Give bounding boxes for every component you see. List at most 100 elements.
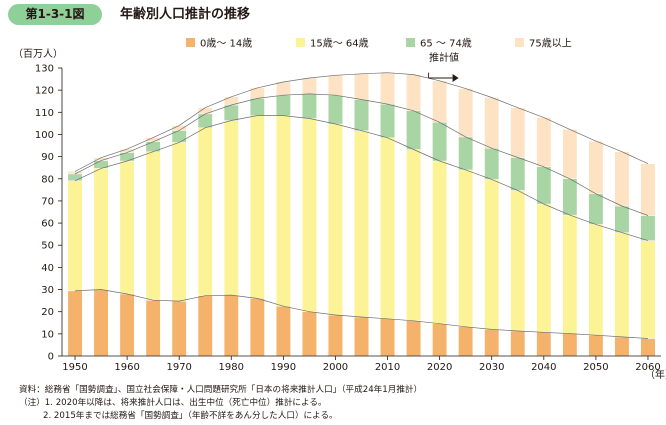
bar-segment [354,316,369,357]
bar-segment [328,123,343,316]
bar-segment [640,163,656,216]
series-boundary-line [74,289,649,339]
series-boundary-line [74,93,649,216]
bar-segment [171,142,187,302]
legend-swatch [296,38,305,47]
bar-segment [458,136,474,171]
bar-segment [640,338,656,357]
bar-segment [432,122,447,162]
bar-segment [302,118,317,312]
bar-segment [510,330,526,357]
y-tick-label: 20 [41,307,54,318]
bar-segment [406,74,421,111]
legend-label: 75歳以上 [529,38,572,50]
legend-swatch [406,38,415,47]
bar-segment [510,190,526,332]
x-tick-label: 1950 [62,362,87,373]
bar-segment [145,151,161,301]
bar-segment [93,168,109,290]
x-tick-label: 1990 [271,362,296,373]
series-boundary-line [74,115,649,241]
bar-segment [562,214,578,334]
bar-segment [328,95,343,125]
bar-segment [249,298,265,357]
projection-arrow-head [452,74,459,82]
bar-segment [249,115,265,299]
figure-number-badge: 第1-3-1図 [8,4,102,25]
bar-segment [562,129,578,179]
bar-segment [614,205,630,233]
x-tick-label: 2030 [479,362,504,373]
y-tick-label: 100 [35,130,54,141]
bar-segment [171,300,187,357]
bar-segment [276,115,291,307]
bar-segment [302,77,317,95]
x-tick-label: 2000 [323,362,348,373]
y-tick-label: 90 [41,152,54,163]
notes: 資料：総務省「国勢調査」、国立社会保障・人口問題研究所「日本の将来推計人口」（平… [19,384,422,423]
bar-segment [614,336,630,357]
y-tick-label: 110 [35,108,54,119]
bar-segment [354,73,369,100]
bar-segment [484,97,500,149]
x-unit-label: （年） [645,368,666,381]
projection-label: 推計値 [429,51,459,64]
x-tick-label: 1960 [114,362,139,373]
bar-segment [197,295,213,357]
bar-segment [145,299,161,357]
bar-segment [588,224,604,336]
series-lines [74,72,649,339]
bar-segment [640,240,656,339]
bar-segment [458,169,474,327]
bar-segment [458,88,474,138]
legend-label: 65 〜 74歳 [420,38,472,50]
legend-label: 15歳〜 64歳 [310,38,369,50]
bar-segment [614,232,630,338]
bar-segment [588,140,604,195]
y-tick-label: 10 [41,329,54,340]
bar-segment [484,329,500,357]
series-boundary-line [74,72,649,172]
x-tick-label: 2060 [635,362,660,373]
y-tick-label: 120 [35,86,54,97]
bar-segment [328,75,343,96]
x-axis: 1950 1960 1970 1980 1990 2000 2010 2020 2030 2040… [62,355,661,373]
bar-segment [223,294,239,357]
bars [67,72,656,357]
bar-segment [588,334,604,357]
y-tick-label: 50 [41,241,54,252]
x-tick-label: 1980 [219,362,244,373]
legend-label: 0歳〜 14歳 [200,38,252,50]
bar-segment [536,166,552,205]
bar-segment [484,179,500,330]
bar-segment [354,99,369,131]
x-tick-label: 1970 [166,362,191,373]
bar-segment [536,117,552,168]
bar-segment [406,149,421,321]
bar-segment [380,318,395,357]
y-tick-label: 70 [41,196,54,207]
bar-segment [223,104,239,121]
bar-segment [223,120,239,296]
bar-segment [536,332,552,357]
y-tick-label: 30 [41,285,54,296]
bar-segment [67,180,83,292]
bar-segment [562,178,578,216]
bar-segment [614,151,630,207]
bar-segment [640,215,656,241]
figure-title: 年齢別人口推計の推移 [120,7,251,22]
bar-segment [432,160,447,324]
bar-segment [406,110,421,150]
bar-segment [536,203,552,333]
bar-segment [197,127,213,296]
y-axis: 0 10 20 30 40 50 60 70 80 90 100 110 120 130 [35,64,63,363]
note-2: 2. 2015年までは総務省「国勢調査」（年齢不詳をあん分した人口）による。 [43,411,338,421]
projection-marker [428,72,459,82]
y-tick-label: 60 [41,219,54,230]
y-tick-label: 40 [41,263,54,274]
source-note: 資料：総務省「国勢調査」、国立社会保障・人口問題研究所「日本の将来推計人口」（平… [19,385,423,395]
legend-swatch [186,38,195,47]
legend-swatch [515,38,524,47]
bar-segment [197,113,213,129]
